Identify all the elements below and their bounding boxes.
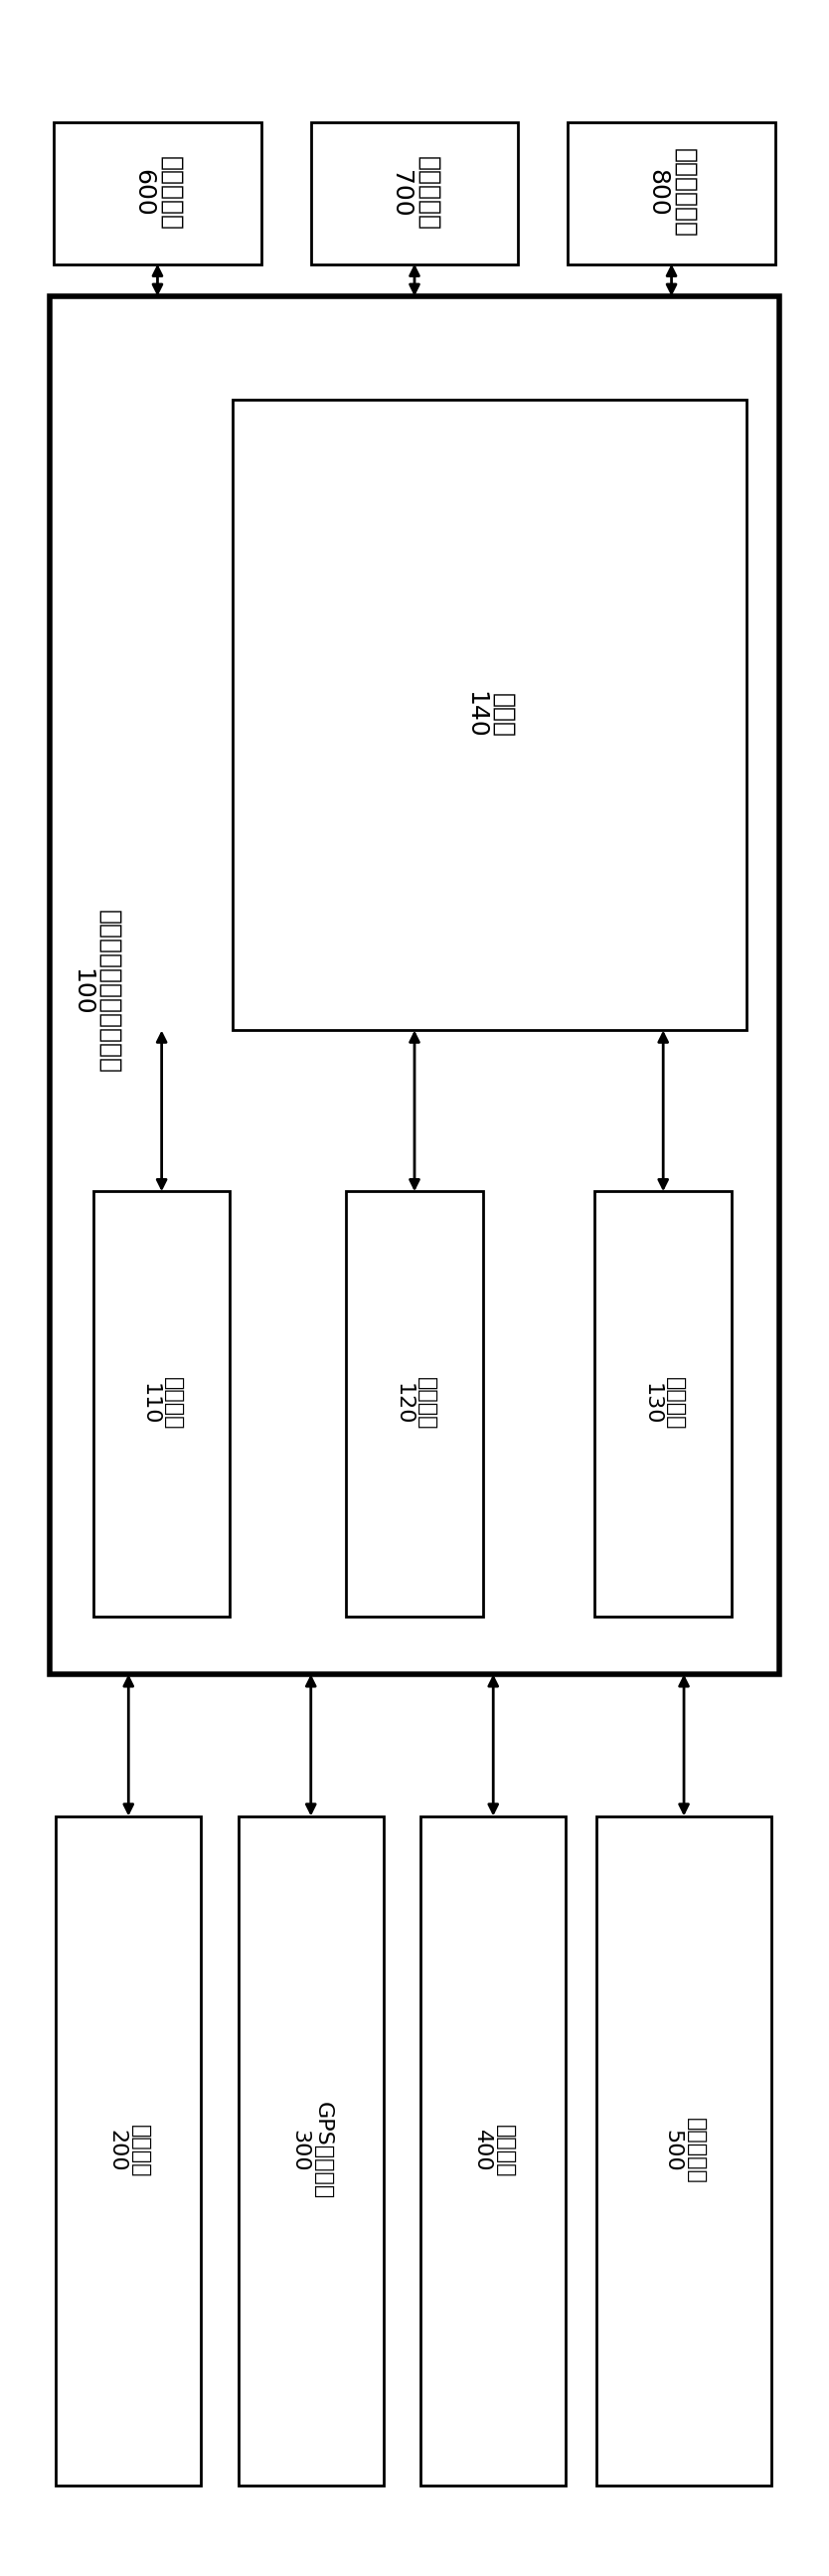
Bar xyxy=(311,121,518,263)
Bar xyxy=(239,1816,383,2486)
Text: 车辆的列队行驶控制装置
100: 车辆的列队行驶控制装置 100 xyxy=(70,909,121,1074)
Text: 显示装置
130: 显示装置 130 xyxy=(642,1378,685,1430)
Text: 驾驶员开关
500: 驾驶员开关 500 xyxy=(662,2117,705,2184)
Bar xyxy=(420,1816,565,2486)
Text: 制动控制器
700: 制动控制器 700 xyxy=(389,157,440,229)
Bar xyxy=(56,1816,201,2486)
Text: 通信模块
200: 通信模块 200 xyxy=(107,2125,150,2177)
Text: 转向控制器
600: 转向控制器 600 xyxy=(132,157,183,229)
Text: 发动机控制器
800: 发动机控制器 800 xyxy=(646,149,697,237)
Bar xyxy=(54,121,261,263)
Text: 存储装置
120: 存储装置 120 xyxy=(393,1378,436,1430)
Text: 处理器
140: 处理器 140 xyxy=(463,690,515,739)
Text: 通信装置
110: 通信装置 110 xyxy=(140,1378,183,1430)
Bar xyxy=(232,399,746,1030)
Bar xyxy=(597,1816,771,2486)
Bar xyxy=(594,1190,731,1618)
Bar xyxy=(347,1190,482,1618)
Bar xyxy=(93,1190,230,1618)
Text: GPS接收模块
300: GPS接收模块 300 xyxy=(289,2102,332,2200)
Bar xyxy=(568,121,775,263)
Bar xyxy=(50,296,779,1674)
Text: 感测模块
400: 感测模块 400 xyxy=(472,2125,515,2177)
